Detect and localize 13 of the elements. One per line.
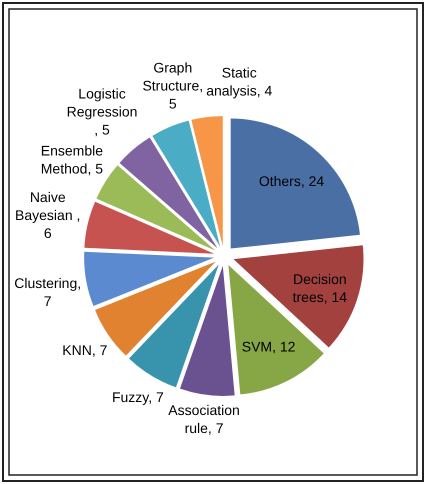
slice-label: Association rule, 7 — [168, 402, 240, 436]
slice-label: Ensemble Method, 5 — [40, 142, 104, 177]
data-label: , 5 — [94, 122, 110, 138]
slice-label: Decision trees, 14 — [292, 270, 348, 305]
slice-label: Logistic Regression — [66, 86, 138, 120]
slice-label: SVM, 12 — [242, 338, 296, 355]
slice-label: Clustering, 7 — [14, 275, 82, 310]
slice-label: Fuzzy, 7 — [112, 388, 164, 405]
slice-label: Static analysis, 4 — [206, 64, 273, 99]
slice-label: Others, 24 — [258, 172, 324, 189]
slice-label: KNN, 7 — [62, 342, 108, 358]
slice-label: Graph Structure, 5 — [142, 60, 204, 112]
slice-label: Naive Bayesian , 6 — [15, 188, 80, 241]
